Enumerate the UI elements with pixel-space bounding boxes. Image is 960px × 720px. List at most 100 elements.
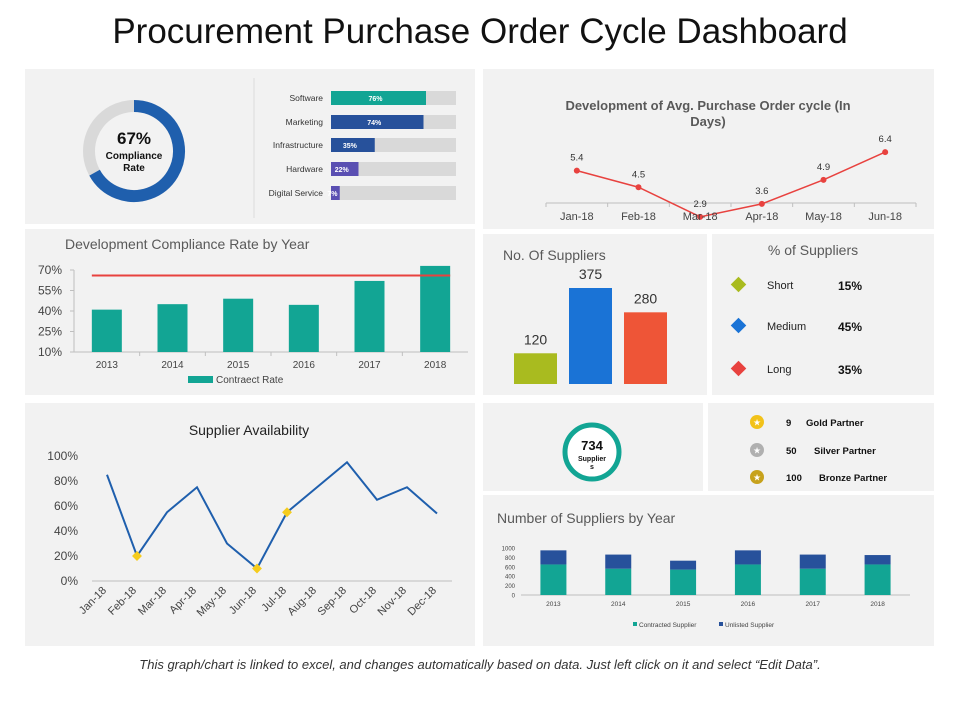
- category-bar: [331, 138, 375, 152]
- po-point: [697, 213, 704, 220]
- category-label: Infrastructure: [273, 140, 323, 150]
- po-cycle-panel: [483, 69, 934, 229]
- sy-y-tick-label: 1000: [502, 547, 516, 553]
- sy-x-tick-label: 2014: [611, 601, 626, 608]
- category-bar-label: 74%: [367, 120, 382, 127]
- cy-bar: [91, 309, 122, 352]
- category-track: [331, 162, 456, 176]
- av-highlight-point: [282, 507, 292, 518]
- sy-y-tick-label: 400: [505, 575, 516, 581]
- ns-bar: [624, 312, 667, 384]
- suppliers-year-chart: 0 200 400 600 800 1000 2013 2014 2015 2016 2017 201…: [502, 547, 910, 629]
- ns-data-label: 120: [524, 331, 548, 347]
- sy-bar-unlisted: [864, 555, 891, 565]
- av-y-tick-label: 20%: [54, 549, 78, 563]
- po-point: [758, 200, 765, 207]
- po-point: [635, 184, 642, 191]
- category-bar-label: 76%: [368, 96, 383, 103]
- category-bar: [331, 115, 424, 129]
- donut-value-arc: [89, 100, 185, 202]
- pct-row-name: Long: [767, 364, 791, 376]
- sy-bar-contracted: [799, 568, 826, 595]
- partner-count: 9: [786, 418, 791, 429]
- po-data-label: 3.6: [755, 186, 768, 197]
- sy-bar-contracted: [540, 564, 567, 595]
- compliance-year-title: Development Compliance Rate by Year: [65, 236, 310, 252]
- cy-y-tick-label: 55%: [38, 284, 62, 298]
- ns-data-label: 280: [634, 290, 658, 306]
- cy-x-tick-label: 2018: [424, 360, 447, 371]
- av-x-tick-label: Apr-18: [167, 585, 199, 617]
- pct-diamond-icon: [730, 317, 747, 334]
- po-data-label: 4.9: [817, 162, 830, 173]
- category-bar-label: 22%: [335, 167, 350, 174]
- pct-diamond-icon: [730, 276, 747, 293]
- pct-row-value: 35%: [838, 363, 862, 377]
- po-x-tick-label: Apr-18: [745, 211, 778, 223]
- partner-star-glyph: ★: [753, 473, 761, 483]
- sy-bar-contracted: [734, 564, 761, 595]
- cy-legend-swatch: [188, 376, 213, 383]
- num-suppliers-title: No. Of Suppliers: [503, 247, 606, 263]
- partner-star-glyph: ★: [753, 446, 761, 456]
- po-x-tick-label: Feb-18: [621, 211, 656, 223]
- cy-x-tick-label: 2013: [96, 360, 119, 371]
- sy-x-tick-label: 2017: [806, 601, 821, 608]
- po-cycle-title-2: Days): [690, 114, 725, 129]
- av-x-tick-label: Oct-18: [347, 585, 379, 617]
- footer-note: This graph/chart is linked to excel, and…: [139, 657, 821, 672]
- ring-label-1: Supplier: [578, 456, 606, 463]
- category-bar: [331, 91, 426, 105]
- suppliers-year-title: Number of Suppliers by Year: [497, 510, 676, 526]
- category-label: Digital Service: [269, 188, 324, 198]
- pct-suppliers-panel: [712, 234, 934, 395]
- category-label: Marketing: [286, 117, 324, 127]
- po-x-tick-label: May-18: [805, 211, 842, 223]
- availability-title: Supplier Availability: [189, 422, 309, 438]
- donut-label-2: Rate: [123, 163, 145, 174]
- av-line: [106, 460, 438, 571]
- category-label: Software: [289, 93, 323, 103]
- cy-legend-label: Contraect Rate: [216, 375, 284, 386]
- category-bar-label: 7%: [327, 191, 338, 198]
- po-line: [576, 151, 886, 218]
- po-point: [882, 149, 889, 156]
- cy-x-tick-label: 2017: [358, 360, 381, 371]
- av-y-tick-label: 40%: [54, 524, 78, 538]
- partner-name: Gold Partner: [806, 418, 864, 429]
- pct-row-name: Short: [767, 280, 793, 292]
- category-bars: Software 76% Marketing 74% Infrastructure 35%…: [269, 91, 456, 200]
- av-highlight-point: [252, 563, 262, 574]
- partner-name: Silver Partner: [814, 446, 876, 457]
- cy-x-tick-label: 2014: [161, 360, 184, 371]
- sy-legend-swatch: [633, 622, 637, 626]
- po-point: [820, 176, 827, 183]
- total-suppliers-ring: 734 Supplier s: [562, 422, 622, 482]
- pct-suppliers-title: % of Suppliers: [768, 242, 858, 258]
- av-x-tick-label: Nov-18: [376, 585, 410, 619]
- sy-y-tick-label: 200: [505, 584, 516, 590]
- donut-label-1: Compliance: [106, 151, 163, 162]
- sy-x-tick-label: 2013: [546, 601, 561, 608]
- cy-bar: [288, 304, 319, 352]
- av-x-tick-label: Sep-18: [316, 585, 350, 619]
- cy-bar: [420, 265, 451, 352]
- po-data-label: 2.9: [694, 199, 707, 210]
- sy-bar-unlisted: [540, 550, 567, 565]
- av-x-tick-label: Jun-18: [227, 585, 259, 617]
- av-x-tick-label: May-18: [195, 585, 229, 619]
- sy-legend-label: Contracted Supplier: [639, 622, 697, 629]
- pct-row-value: 45%: [838, 320, 862, 334]
- page-title: Procurement Purchase Order Cycle Dashboa…: [112, 12, 848, 51]
- cy-bar: [157, 304, 188, 352]
- cy-x-tick-label: 2015: [227, 360, 250, 371]
- sy-bar-unlisted: [605, 554, 632, 569]
- po-data-label: 4.5: [632, 169, 645, 180]
- av-x-tick-label: Feb-18: [106, 585, 139, 618]
- sy-legend-label: Unlisted Supplier: [725, 622, 775, 629]
- category-track: [331, 186, 456, 200]
- po-x-tick-label: Mar-18: [683, 211, 718, 223]
- cy-y-tick-label: 10%: [38, 345, 62, 359]
